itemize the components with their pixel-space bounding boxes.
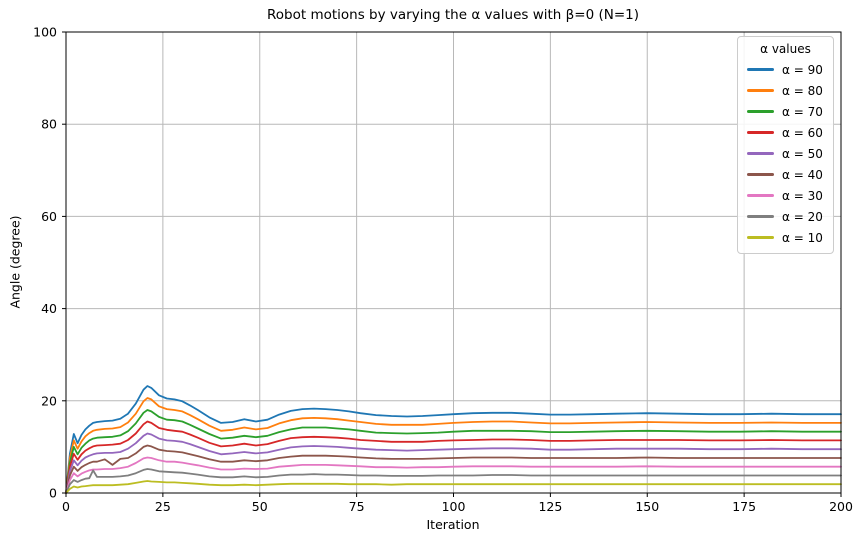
series-line-alpha-50 (65, 432, 842, 494)
legend-entries: α = 90 α = 80 α = 70 α = 60 α = 50 α = 40 α = … (738, 59, 833, 248)
x-tick-label: 50 (252, 499, 268, 514)
tick-labels: 0 25 50 75 100 125 150 175 200 0 20 40 60 80 100 (33, 25, 853, 515)
tick-marks (62, 31, 842, 497)
legend-label: α = 90 (782, 62, 823, 77)
legend-title: α values (760, 42, 811, 56)
legend-line-swatch (747, 215, 774, 218)
legend-entry-alpha-30: α = 30 (738, 185, 833, 206)
chart-title: Robot motions by varying the α values wi… (267, 7, 639, 23)
y-tick-label: 0 (49, 486, 57, 501)
legend-label: α = 20 (782, 209, 823, 224)
x-axis-label: Iteration (426, 517, 480, 532)
legend-label: α = 30 (782, 188, 823, 203)
legend-line-swatch (747, 152, 774, 155)
legend-entry-alpha-20: α = 20 (738, 206, 833, 227)
legend-entry-alpha-70: α = 70 (738, 101, 833, 122)
x-tick-label: 25 (155, 499, 171, 514)
legend-line-swatch (747, 131, 774, 134)
legend-line-swatch (747, 194, 774, 197)
series-line-alpha-30 (65, 456, 842, 494)
legend-label: α = 70 (782, 104, 823, 119)
x-tick-label: 75 (349, 499, 365, 514)
series-line-alpha-20 (65, 468, 842, 494)
series-line-alpha-10 (65, 480, 842, 494)
legend-entry-alpha-90: α = 90 (738, 59, 833, 80)
legend-line-swatch (747, 173, 774, 176)
y-tick-label: 60 (41, 209, 57, 224)
y-tick-label: 20 (41, 393, 57, 408)
legend-label: α = 10 (782, 230, 823, 245)
legend-label: α = 60 (782, 125, 823, 140)
x-tick-label: 175 (732, 499, 756, 514)
y-tick-label: 100 (33, 25, 57, 40)
x-tick-label: 100 (442, 499, 466, 514)
x-tick-label: 150 (635, 499, 659, 514)
grid (65, 31, 842, 494)
series-line-alpha-80 (65, 397, 842, 494)
y-axis-label: Angle (degree) (7, 215, 23, 309)
legend-line-swatch (747, 68, 774, 71)
y-tick-label: 80 (41, 117, 57, 132)
x-tick-label: 0 (62, 499, 70, 514)
legend-entry-alpha-60: α = 60 (738, 122, 833, 143)
series-line-alpha-60 (65, 420, 842, 494)
legend-line-swatch (747, 89, 774, 92)
legend-entry-alpha-10: α = 10 (738, 227, 833, 248)
legend: α values α = 90 α = 80 α = 70 α = 60 α = 50 α… (737, 36, 834, 254)
legend-entry-alpha-80: α = 80 (738, 80, 833, 101)
legend-label: α = 40 (782, 167, 823, 182)
legend-entry-alpha-40: α = 40 (738, 164, 833, 185)
legend-line-swatch (747, 236, 774, 239)
series-line-alpha-40 (65, 444, 842, 494)
legend-line-swatch (747, 110, 774, 113)
legend-entry-alpha-50: α = 50 (738, 143, 833, 164)
legend-label: α = 80 (782, 83, 823, 98)
series-line-alpha-70 (65, 409, 842, 494)
x-tick-label: 125 (538, 499, 562, 514)
legend-label: α = 50 (782, 146, 823, 161)
y-tick-label: 40 (41, 301, 57, 316)
series-line-alpha-90 (65, 385, 842, 494)
x-tick-label: 200 (829, 499, 853, 514)
